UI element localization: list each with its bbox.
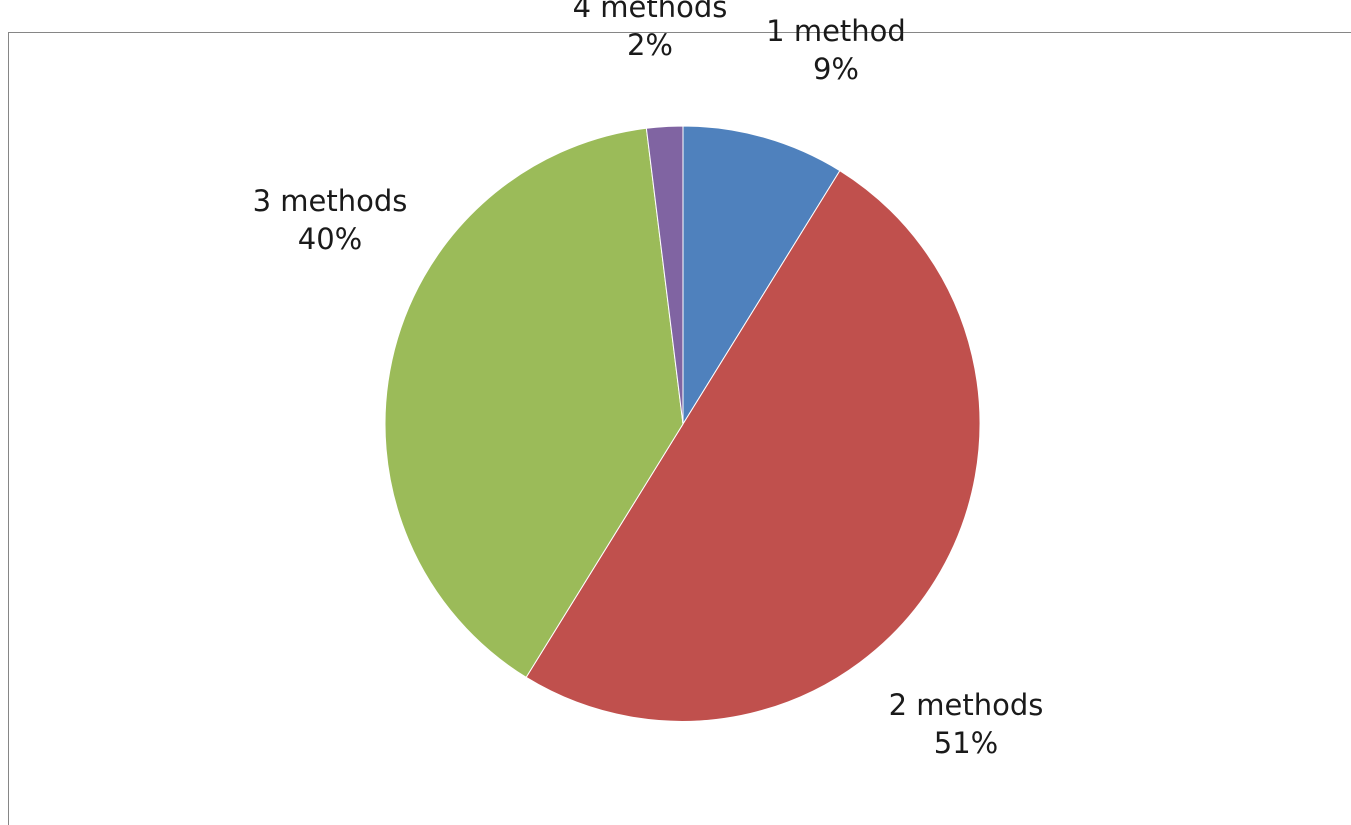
slice-label-1-method-name: 1 method (766, 14, 906, 48)
chart-frame (8, 32, 1351, 825)
pie-slice-2-methods (525, 169, 981, 722)
slice-label-3-methods-value: 40% (297, 222, 363, 256)
pie-slice-4-methods (645, 125, 684, 425)
slice-label-1-method: 1 method 9% (716, 12, 956, 88)
pie-slice-3-methods (384, 127, 684, 679)
slice-label-3-methods-name: 3 methods (252, 184, 408, 218)
pie-slices (384, 125, 981, 722)
slice-label-4-methods-value: 2% (626, 28, 673, 62)
slice-label-4-methods: 4 methods 2% (530, 0, 770, 64)
slice-label-3-methods: 3 methods 40% (210, 182, 450, 258)
slice-label-4-methods-name: 4 methods (572, 0, 728, 24)
pie-slice-1-method (682, 125, 841, 426)
slice-label-2-methods-value: 51% (933, 726, 999, 760)
slice-label-1-method-value: 9% (812, 52, 859, 86)
slice-label-2-methods-name: 2 methods (888, 688, 1044, 722)
slice-label-2-methods: 2 methods 51% (846, 686, 1086, 762)
